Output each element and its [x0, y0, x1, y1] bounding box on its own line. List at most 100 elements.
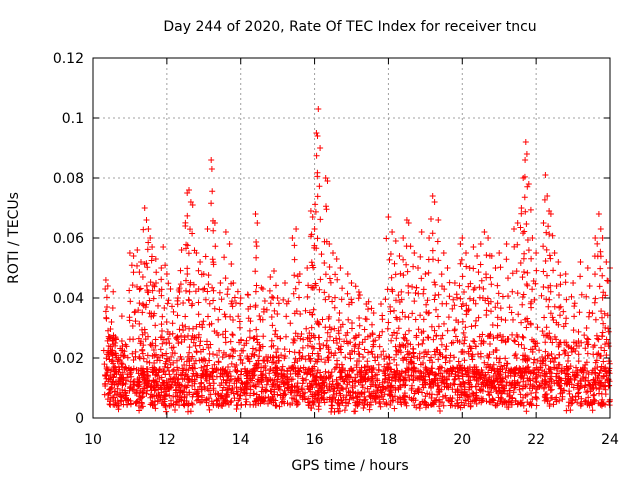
data-point	[587, 388, 594, 395]
data-point	[327, 374, 333, 380]
data-point	[251, 351, 258, 358]
x-tick-label: 12	[158, 432, 176, 448]
data-point	[156, 366, 163, 373]
data-point	[140, 355, 147, 362]
data-point	[523, 281, 530, 288]
data-point	[547, 382, 554, 389]
data-point-peak	[525, 181, 532, 187]
data-point	[136, 403, 142, 409]
data-point	[429, 391, 435, 398]
data-point	[331, 394, 337, 400]
data-point	[152, 336, 159, 343]
data-point	[368, 381, 375, 388]
data-point-peak	[451, 280, 458, 286]
data-point-peak	[237, 295, 244, 301]
data-point	[290, 290, 297, 297]
data-point	[396, 373, 402, 380]
data-point-peak	[313, 130, 320, 136]
data-point	[560, 308, 567, 315]
data-point	[522, 366, 529, 373]
data-point	[331, 408, 338, 415]
data-point	[148, 257, 155, 264]
data-point	[183, 398, 190, 404]
data-point	[174, 398, 181, 405]
data-point	[602, 364, 609, 371]
data-point	[151, 360, 158, 366]
data-point-peak	[208, 157, 215, 163]
data-point	[481, 359, 488, 366]
data-point	[599, 329, 606, 336]
data-point-peak	[485, 235, 492, 241]
data-point	[107, 326, 114, 332]
data-point	[313, 245, 320, 252]
data-point	[393, 351, 400, 358]
data-point	[507, 370, 514, 377]
data-point	[317, 345, 324, 352]
data-point	[141, 326, 148, 333]
data-point	[490, 377, 497, 384]
data-point	[211, 361, 218, 368]
data-point	[428, 354, 435, 361]
data-point	[524, 269, 531, 276]
data-point	[480, 285, 487, 292]
data-point	[502, 339, 509, 346]
data-point	[159, 313, 166, 320]
data-point	[310, 264, 317, 271]
data-point	[135, 378, 142, 385]
data-point	[322, 368, 329, 375]
data-point	[189, 300, 196, 307]
data-point	[291, 389, 298, 395]
data-point	[338, 296, 345, 303]
data-point	[150, 347, 157, 353]
data-point	[384, 325, 391, 332]
data-point	[405, 314, 412, 321]
data-point	[152, 342, 159, 349]
data-point	[393, 314, 400, 321]
data-point	[343, 385, 350, 392]
data-point	[158, 321, 165, 328]
data-point	[497, 398, 504, 405]
data-point	[252, 383, 258, 389]
data-point	[515, 311, 522, 318]
data-point	[216, 306, 223, 313]
data-point	[393, 362, 400, 368]
data-point	[490, 397, 497, 404]
data-point	[127, 401, 134, 408]
data-point	[469, 398, 476, 405]
data-point	[319, 384, 326, 391]
data-point	[388, 366, 395, 373]
data-point	[135, 382, 142, 389]
data-point	[550, 267, 557, 274]
data-point	[540, 268, 547, 275]
data-point	[324, 337, 330, 344]
data-point	[437, 370, 444, 377]
data-point	[433, 371, 440, 378]
data-point	[355, 295, 362, 302]
data-point	[237, 352, 243, 359]
data-point	[542, 355, 549, 362]
data-point	[421, 399, 428, 406]
data-point	[466, 384, 473, 391]
data-point	[361, 326, 368, 333]
data-point	[498, 316, 505, 323]
data-point	[575, 358, 582, 365]
data-point	[436, 365, 443, 372]
data-point	[568, 381, 575, 388]
data-point	[338, 349, 345, 356]
y-axis-label: ROTI / TECUs	[6, 192, 22, 284]
data-point	[180, 300, 187, 306]
data-point	[159, 334, 165, 341]
data-point-peak	[158, 265, 165, 271]
data-point	[425, 334, 432, 341]
data-point	[395, 386, 402, 393]
data-point	[459, 318, 466, 325]
data-point	[306, 365, 313, 372]
data-point	[512, 338, 518, 345]
data-point	[121, 348, 128, 355]
data-point	[329, 381, 336, 388]
data-point	[297, 311, 304, 317]
data-point-peak	[496, 250, 503, 256]
data-point	[575, 351, 582, 358]
data-point	[181, 362, 188, 368]
data-point	[299, 375, 306, 382]
